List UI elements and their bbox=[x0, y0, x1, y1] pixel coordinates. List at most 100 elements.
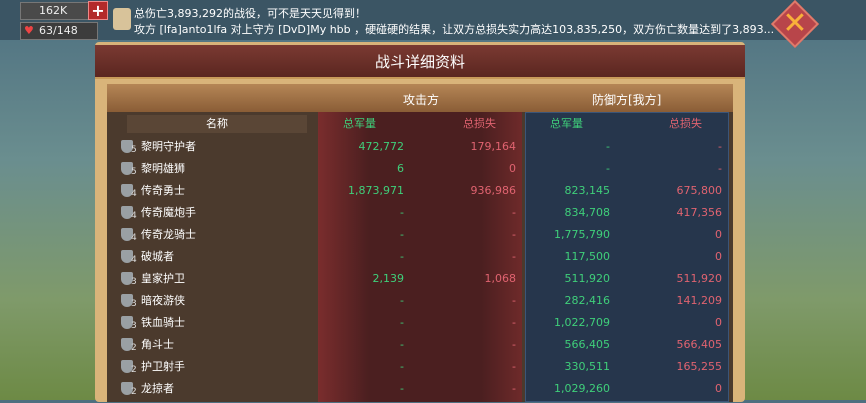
cavalry-icon bbox=[121, 162, 133, 175]
table-row: 3 铁血骑士 - - 1,022,709 0 bbox=[107, 312, 733, 334]
tier-label: 3 bbox=[131, 299, 137, 309]
ranged-icon bbox=[121, 294, 133, 307]
attacker-troops: - bbox=[400, 294, 404, 307]
table-row: 3 暗夜游侠 - - 282,416 141,209 bbox=[107, 290, 733, 312]
tier-label: 4 bbox=[131, 211, 137, 221]
defender-troops: 566,405 bbox=[564, 338, 611, 351]
defender-loss: 0 bbox=[715, 316, 722, 329]
battle-summary-line2: 攻方 [lfa]anto1lfa 对上守方 [DvD]My hbb ，硬碰硬的结… bbox=[134, 23, 775, 36]
infantry-icon bbox=[121, 272, 133, 285]
defender-troops: 511,920 bbox=[564, 272, 611, 285]
attacker-loss: - bbox=[512, 250, 516, 263]
battle-summary-line1: 总伤亡3,893,292的战役，可不是天天见得到！ bbox=[134, 7, 366, 20]
defender-header: 防御方[我方] bbox=[592, 93, 662, 107]
tier-label: 3 bbox=[131, 277, 137, 287]
troop-name: 龙掠者 bbox=[141, 382, 174, 395]
defender-troops: - bbox=[606, 162, 610, 175]
table-row: 2 角斗士 - - 566,405 566,405 bbox=[107, 334, 733, 356]
table-row: 2 护卫射手 - - 330,511 165,255 bbox=[107, 356, 733, 378]
battle-details-panel: 战斗详细资料 攻击方 防御方[我方] 名称 总军量 总损失 总军量 总损失 5 … bbox=[95, 42, 745, 402]
defender-loss: 675,800 bbox=[676, 184, 723, 197]
attacker-loss: - bbox=[512, 382, 516, 395]
top-bar bbox=[0, 0, 866, 40]
attacker-troops: - bbox=[400, 206, 404, 219]
attacker-loss: 0 bbox=[509, 162, 516, 175]
troop-name: 破城者 bbox=[141, 250, 174, 263]
ranged-icon bbox=[121, 206, 133, 219]
defender-troops: 282,416 bbox=[564, 294, 611, 307]
attacker-column-bg bbox=[318, 112, 522, 402]
heart-icon: ♥ bbox=[24, 24, 34, 37]
tier-label: 2 bbox=[131, 365, 137, 375]
attacker-troops: 6 bbox=[397, 162, 404, 175]
defender-troops: 834,708 bbox=[564, 206, 611, 219]
attacker-loss: - bbox=[512, 338, 516, 351]
scroll-icon bbox=[113, 8, 131, 30]
tier-label: 4 bbox=[131, 189, 137, 199]
hp-value: 63/148 bbox=[39, 24, 78, 37]
defender-loss: 566,405 bbox=[676, 338, 723, 351]
attacker-loss: - bbox=[512, 316, 516, 329]
infantry-icon bbox=[121, 184, 133, 197]
resource-counter: 162K bbox=[20, 2, 98, 20]
defender-loss: 141,209 bbox=[676, 294, 723, 307]
attacker-troops: - bbox=[400, 250, 404, 263]
attacker-loss: - bbox=[512, 228, 516, 241]
infantry-icon bbox=[121, 140, 133, 153]
troop-name: 传奇龙骑士 bbox=[141, 228, 196, 241]
attacker-troops: - bbox=[400, 382, 404, 395]
table-row: 4 传奇龙骑士 - - 1,775,790 0 bbox=[107, 224, 733, 246]
defender-troops: 1,022,709 bbox=[554, 316, 610, 329]
cavalry-icon bbox=[121, 316, 133, 329]
defender-column-bg bbox=[525, 112, 729, 402]
infantry-icon bbox=[121, 338, 133, 351]
defender-loss: 165,255 bbox=[676, 360, 723, 373]
defender-loss: 0 bbox=[715, 382, 722, 395]
name-column-header: 名称 bbox=[127, 115, 307, 133]
attacker-troops: - bbox=[400, 228, 404, 241]
attacker-header: 攻击方 bbox=[403, 93, 440, 107]
attacker-loss: - bbox=[512, 360, 516, 373]
defender-troops-header: 总军量 bbox=[550, 117, 583, 130]
attacker-loss: - bbox=[512, 294, 516, 307]
troop-name: 黎明雄狮 bbox=[141, 162, 185, 175]
defender-loss: 511,920 bbox=[676, 272, 723, 285]
defender-loss: 0 bbox=[715, 250, 722, 263]
table-row: 3 皇家护卫 2,139 1,068 511,920 511,920 bbox=[107, 268, 733, 290]
cavalry-icon bbox=[121, 228, 133, 241]
attacker-loss: 936,986 bbox=[470, 184, 517, 197]
defender-troops: 823,145 bbox=[564, 184, 611, 197]
ranged-icon bbox=[121, 360, 133, 373]
defender-troops: 1,029,260 bbox=[554, 382, 610, 395]
attacker-loss: 1,068 bbox=[484, 272, 517, 285]
table-row: 5 黎明守护者 472,772 179,164 - - bbox=[107, 136, 733, 158]
table-row: 4 传奇魔炮手 - - 834,708 417,356 bbox=[107, 202, 733, 224]
details-table: 攻击方 防御方[我方] 名称 总军量 总损失 总军量 总损失 5 黎明守护者 4… bbox=[107, 84, 733, 402]
defender-loss: 417,356 bbox=[676, 206, 723, 219]
attacker-troops: 472,772 bbox=[358, 140, 405, 153]
table-row: 5 黎明雄狮 6 0 - - bbox=[107, 158, 733, 180]
tier-label: 2 bbox=[131, 387, 137, 397]
tier-label: 5 bbox=[131, 145, 137, 155]
troop-name: 铁血骑士 bbox=[141, 316, 185, 329]
attacker-troops: - bbox=[400, 316, 404, 329]
attacker-troops-header: 总军量 bbox=[343, 117, 376, 130]
attacker-loss: 179,164 bbox=[470, 140, 517, 153]
defender-loss: - bbox=[718, 140, 722, 153]
attacker-troops: - bbox=[400, 338, 404, 351]
troop-name: 传奇勇士 bbox=[141, 184, 185, 197]
close-x-icon[interactable]: ✕ bbox=[782, 6, 808, 41]
troop-name: 护卫射手 bbox=[141, 360, 185, 373]
troop-name: 角斗士 bbox=[141, 338, 174, 351]
add-resource-button[interactable]: + bbox=[88, 1, 108, 20]
table-row: 2 龙掠者 - - 1,029,260 0 bbox=[107, 378, 733, 400]
table-row: 4 传奇勇士 1,873,971 936,986 823,145 675,800 bbox=[107, 180, 733, 202]
attacker-troops: - bbox=[400, 360, 404, 373]
troop-name: 暗夜游侠 bbox=[141, 294, 185, 307]
defender-troops: - bbox=[606, 140, 610, 153]
tier-label: 3 bbox=[131, 321, 137, 331]
attacker-troops: 1,873,971 bbox=[348, 184, 404, 197]
siege-icon bbox=[121, 250, 133, 263]
table-header: 攻击方 防御方[我方] bbox=[107, 84, 733, 112]
troop-name: 黎明守护者 bbox=[141, 140, 196, 153]
